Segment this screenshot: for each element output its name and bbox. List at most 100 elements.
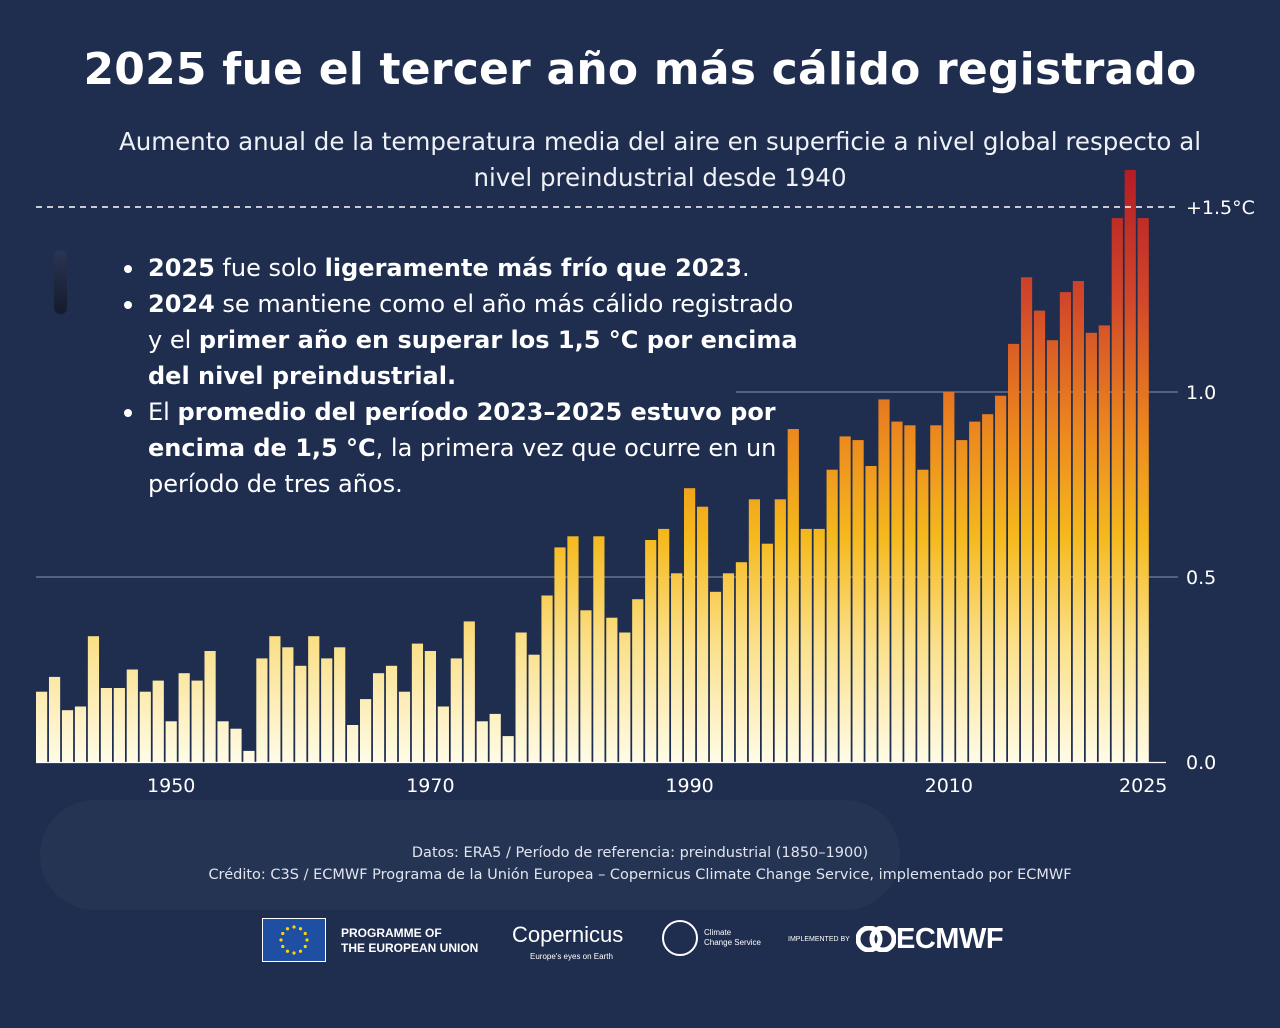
ecmwf-icon: [856, 926, 896, 952]
bar-2021: [1085, 332, 1097, 762]
bar-2020: [1072, 281, 1084, 762]
bar-2016: [1020, 277, 1033, 762]
bar-1958: [269, 636, 281, 762]
bar-1952: [191, 680, 203, 762]
bar-2023: [1111, 218, 1123, 763]
bar-1981: [567, 536, 579, 762]
key-findings-list: 2025 fue solo ligeramente más frío que 2…: [122, 250, 802, 502]
finding-item: 2024 se mantiene como el año más cálido …: [122, 286, 802, 394]
bar-2019: [1059, 292, 1072, 762]
bar-2007: [904, 425, 916, 762]
bar-1994: [735, 562, 748, 762]
bar-2014: [995, 395, 1007, 762]
bar-1960: [295, 665, 307, 762]
bar-2006: [891, 421, 903, 762]
bar-1954: [217, 721, 229, 762]
implemented-by-text: IMPLEMENTED BY: [788, 936, 850, 943]
bar-1980: [554, 547, 566, 762]
eu-flag-icon: [262, 918, 326, 962]
bar-1969: [411, 643, 424, 762]
x-tick-label: 2025: [1119, 775, 1167, 797]
bar-2010: [943, 392, 955, 762]
y-tick-label: 0.0: [1186, 752, 1216, 774]
bar-1993: [722, 573, 735, 762]
bar-2005: [878, 399, 890, 762]
bar-1991: [696, 506, 709, 762]
bar-1951: [178, 673, 190, 762]
bar-1962: [321, 658, 333, 762]
bar-1957: [256, 658, 268, 762]
x-tick-label: 1950: [147, 775, 195, 797]
threshold-label: +1.5°C: [1186, 197, 1255, 219]
bar-1946: [113, 688, 125, 762]
bar-1965: [360, 699, 372, 762]
bar-1978: [528, 654, 540, 762]
bar-2024: [1124, 170, 1136, 762]
bar-1976: [502, 736, 514, 762]
bar-1953: [204, 651, 216, 762]
bar-1982: [580, 610, 592, 762]
bar-1956: [243, 750, 255, 762]
bar-1970: [424, 651, 436, 762]
bar-1973: [463, 621, 475, 762]
bar-1987: [645, 540, 657, 762]
x-tick-label: 1990: [665, 775, 713, 797]
thermometer-icon: [54, 250, 67, 314]
bar-1941: [48, 676, 61, 762]
bar-1945: [100, 688, 112, 762]
bar-2008: [917, 469, 929, 762]
climate-change-service-icon: [662, 920, 698, 956]
bar-1984: [606, 617, 618, 762]
bar-1963: [334, 647, 346, 762]
finding-item: 2025 fue solo ligeramente más frío que 2…: [122, 250, 802, 286]
logo-bar: PROGRAMME OF THE EUROPEAN UNION Copernic…: [0, 912, 1280, 972]
bar-1996: [761, 543, 773, 762]
bar-1997: [774, 499, 786, 762]
bar-1955: [230, 728, 242, 762]
bar-1974: [476, 721, 488, 762]
bar-1989: [671, 573, 683, 762]
bar-2017: [1033, 310, 1046, 762]
bar-1950: [165, 721, 177, 762]
bar-1983: [593, 536, 605, 762]
bar-1947: [126, 669, 138, 762]
bar-1943: [74, 706, 87, 762]
bar-1948: [139, 691, 151, 762]
bar-2012: [969, 421, 981, 762]
bar-1942: [61, 710, 74, 762]
finding-item: El promedio del período 2023–2025 estuvo…: [122, 394, 802, 502]
bar-2013: [982, 414, 994, 762]
bar-2001: [826, 469, 838, 762]
bar-2011: [956, 440, 968, 762]
bar-1998: [787, 429, 799, 762]
data-source-note: Datos: ERA5 / Período de referencia: pre…: [411, 845, 869, 861]
bar-2009: [930, 425, 942, 762]
bar-chart: +1.5°C 0.0 0.5 1.0 1950 1970 1990 2010 2025: [36, 170, 1255, 797]
climate-change-service-text: Climate Change Service: [704, 928, 761, 947]
bar-2025: [1137, 218, 1149, 763]
bar-1990: [684, 488, 696, 762]
x-tick-label: 1970: [406, 775, 454, 797]
bar-2018: [1046, 340, 1059, 762]
bar-1949: [152, 680, 164, 762]
x-tick-label: 2010: [925, 775, 973, 797]
y-tick-label: 1.0: [1186, 382, 1216, 404]
bar-1999: [800, 528, 812, 762]
bar-1977: [515, 632, 527, 762]
bar-1967: [385, 665, 398, 762]
bar-1940: [36, 691, 48, 762]
bar-1966: [372, 673, 385, 762]
bar-1988: [658, 528, 670, 762]
bar-2003: [852, 440, 864, 762]
bar-1992: [709, 591, 722, 762]
bar-2002: [839, 436, 851, 762]
bar-1964: [347, 725, 359, 762]
copernicus-logo: Copernicus: [512, 922, 624, 947]
bar-1961: [308, 636, 320, 762]
y-tick-label: 0.5: [1186, 567, 1216, 589]
bar-1971: [437, 706, 449, 762]
bar-1968: [398, 691, 411, 762]
bar-2000: [813, 528, 825, 762]
bar-1986: [632, 599, 644, 762]
bar-2004: [865, 466, 877, 762]
